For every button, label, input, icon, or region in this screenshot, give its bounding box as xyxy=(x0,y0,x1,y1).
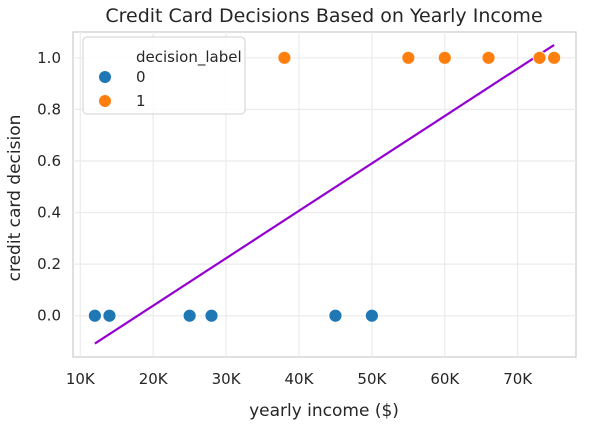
legend-marker-1 xyxy=(99,95,111,107)
x-axis-label: yearly income ($) xyxy=(249,401,399,421)
legend-label-1: 1 xyxy=(136,92,146,110)
y-tick-label: 1.0 xyxy=(37,49,61,67)
y-tick-label: 0.4 xyxy=(37,204,61,222)
data-point-label-1 xyxy=(547,50,562,65)
legend-box xyxy=(82,36,246,115)
legend-title: decision_label xyxy=(136,48,242,67)
x-tick-label: 30K xyxy=(212,370,242,388)
x-tick-label: 70K xyxy=(503,370,533,388)
x-tick-label: 40K xyxy=(285,370,315,388)
fit-line xyxy=(94,43,555,345)
y-tick-label: 0.2 xyxy=(37,255,61,273)
legend: decision_label 0 1 xyxy=(82,36,246,115)
x-tick-label: 10K xyxy=(66,370,96,388)
data-point-label-1 xyxy=(481,50,496,65)
data-point-label-0 xyxy=(182,308,197,323)
legend-label-0: 0 xyxy=(136,68,146,86)
data-point-label-0 xyxy=(328,308,343,323)
data-point-label-0 xyxy=(204,308,219,323)
x-axis-ticks: 10K 20K 30K 40K 50K 60K 70K xyxy=(66,370,533,388)
data-points xyxy=(87,50,562,323)
x-tick-label: 20K xyxy=(139,370,169,388)
data-point-label-0 xyxy=(87,308,102,323)
data-point-label-1 xyxy=(532,50,547,65)
y-tick-label: 0.8 xyxy=(37,100,61,118)
y-tick-label: 0.0 xyxy=(37,307,61,325)
chart-title: Credit Card Decisions Based on Yearly In… xyxy=(105,5,542,27)
y-tick-label: 0.6 xyxy=(37,152,61,170)
data-point-label-0 xyxy=(102,308,117,323)
data-point-label-0 xyxy=(364,308,379,323)
data-point-label-1 xyxy=(277,50,292,65)
x-tick-label: 60K xyxy=(430,370,460,388)
data-point-label-1 xyxy=(437,50,452,65)
y-axis-ticks: 0.0 0.2 0.4 0.6 0.8 1.0 xyxy=(37,49,61,325)
legend-marker-0 xyxy=(99,71,111,83)
y-axis-label: credit card decision xyxy=(5,115,25,282)
data-point-label-1 xyxy=(401,50,416,65)
x-tick-label: 50K xyxy=(357,370,387,388)
